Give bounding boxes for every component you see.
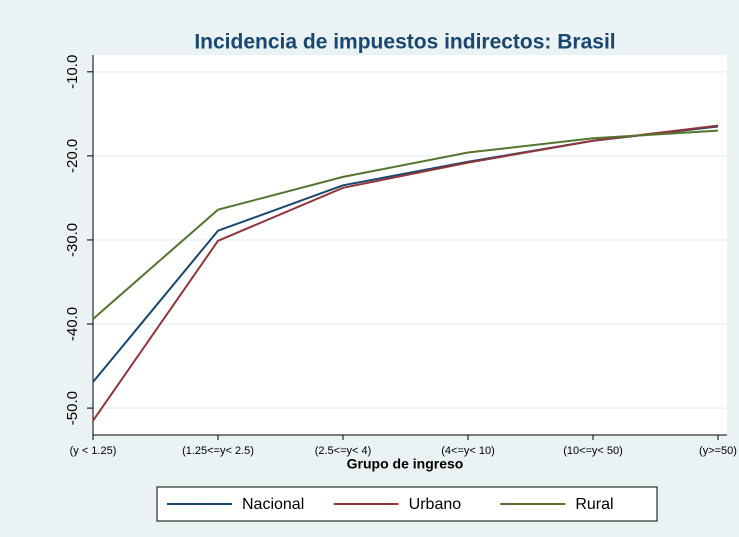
line-series [92, 129, 719, 320]
legend-label: Rural [575, 496, 613, 513]
x-tick-label: (10<=y< 50) [563, 445, 623, 457]
chart-title: Incidencia de impuestos indirectos: Bras… [194, 31, 615, 54]
line-series [92, 124, 719, 422]
x-tick-label: (4<=y< 10) [441, 445, 495, 457]
legend-box [156, 486, 658, 522]
x-tick-label: (y>=50) [699, 445, 737, 457]
y-tick-label: -30.0 [64, 223, 81, 257]
plot-area [93, 55, 727, 435]
y-tick-label: -40.0 [64, 307, 81, 341]
y-tick-label: -50.0 [64, 391, 81, 425]
y-tick-label: -10.0 [64, 55, 81, 89]
x-tick-label: (y < 1.25) [70, 445, 117, 457]
legend-label: Nacional [242, 496, 304, 513]
legend-label: Urbano [409, 496, 462, 513]
x-axis-label: Grupo de ingreso [347, 456, 464, 472]
y-tick-label: -20.0 [64, 139, 81, 173]
x-tick-label: (2.5<=y< 4) [315, 445, 372, 457]
x-tick-label: (1.25<=y< 2.5) [182, 445, 254, 457]
